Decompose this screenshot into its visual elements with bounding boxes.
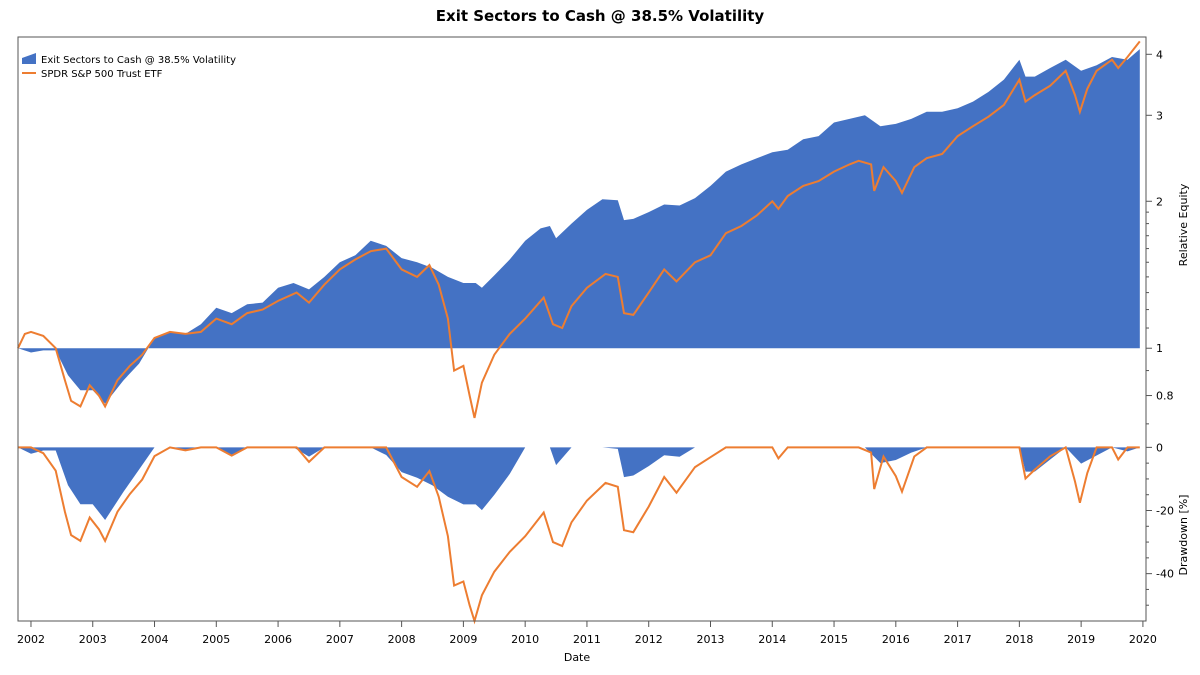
x-tick-label: 2003 bbox=[79, 633, 107, 646]
x-tick-label: 2007 bbox=[326, 633, 354, 646]
strategy-drawdown-area bbox=[18, 447, 1140, 520]
y-axis-label-equity: Relative Equity bbox=[1177, 183, 1190, 266]
benchmark-drawdown-line bbox=[18, 445, 1140, 625]
legend-swatch-strategy bbox=[22, 53, 36, 64]
y-tick-label: -40 bbox=[1156, 568, 1174, 581]
y-tick-label: 1 bbox=[1156, 342, 1163, 355]
y-tick-label: -20 bbox=[1156, 505, 1174, 518]
strategy-equity-area-group bbox=[18, 49, 1140, 404]
benchmark-equity-line bbox=[17, 40, 1141, 419]
x-tick-label: 2009 bbox=[449, 633, 477, 646]
x-axis-label: Date bbox=[564, 651, 591, 664]
y-tick-label: 2 bbox=[1156, 195, 1163, 208]
x-tick-label: 2006 bbox=[264, 633, 292, 646]
axes-group: 2002 2003 2004 2005 2006 2007 2008 2009 2010 2011… bbox=[17, 48, 1174, 646]
x-tick-label: 2019 bbox=[1067, 633, 1095, 646]
y-axis-label-drawdown: Drawdown [%] bbox=[1177, 495, 1190, 576]
x-tick-label: 2013 bbox=[696, 633, 724, 646]
strategy-drawdown-area-group bbox=[18, 447, 1140, 520]
x-tick-label: 2005 bbox=[202, 633, 230, 646]
legend: Exit Sectors to Cash @ 38.5% Volatility … bbox=[22, 53, 236, 80]
x-tick-label: 2008 bbox=[388, 633, 416, 646]
x-tick-label: 2002 bbox=[17, 633, 45, 646]
x-tick-label: 2017 bbox=[944, 633, 972, 646]
plot-frame bbox=[17, 36, 1147, 622]
x-tick-label: 2010 bbox=[511, 633, 539, 646]
x-tick-label: 2018 bbox=[1005, 633, 1033, 646]
y-tick-label: 0 bbox=[1156, 441, 1163, 454]
x-tick-label: 2014 bbox=[758, 633, 786, 646]
x-tick-label: 2004 bbox=[141, 633, 169, 646]
x-tick-label: 2015 bbox=[820, 633, 848, 646]
y-tick-label: 4 bbox=[1156, 48, 1163, 61]
chart-title: Exit Sectors to Cash @ 38.5% Volatility bbox=[435, 7, 765, 25]
legend-label-benchmark: SPDR S&P 500 Trust ETF bbox=[41, 69, 163, 80]
x-tick-label: 2012 bbox=[635, 633, 663, 646]
x-tick-label: 2020 bbox=[1129, 633, 1157, 646]
benchmark-lines-group bbox=[17, 40, 1141, 625]
strategy-equity-area bbox=[18, 49, 1140, 404]
x-tick-label: 2016 bbox=[882, 633, 910, 646]
y-tick-label: 0.8 bbox=[1156, 390, 1174, 403]
y-tick-label: 3 bbox=[1156, 109, 1163, 122]
x-tick-label: 2011 bbox=[573, 633, 601, 646]
legend-label-strategy: Exit Sectors to Cash @ 38.5% Volatility bbox=[41, 55, 236, 66]
